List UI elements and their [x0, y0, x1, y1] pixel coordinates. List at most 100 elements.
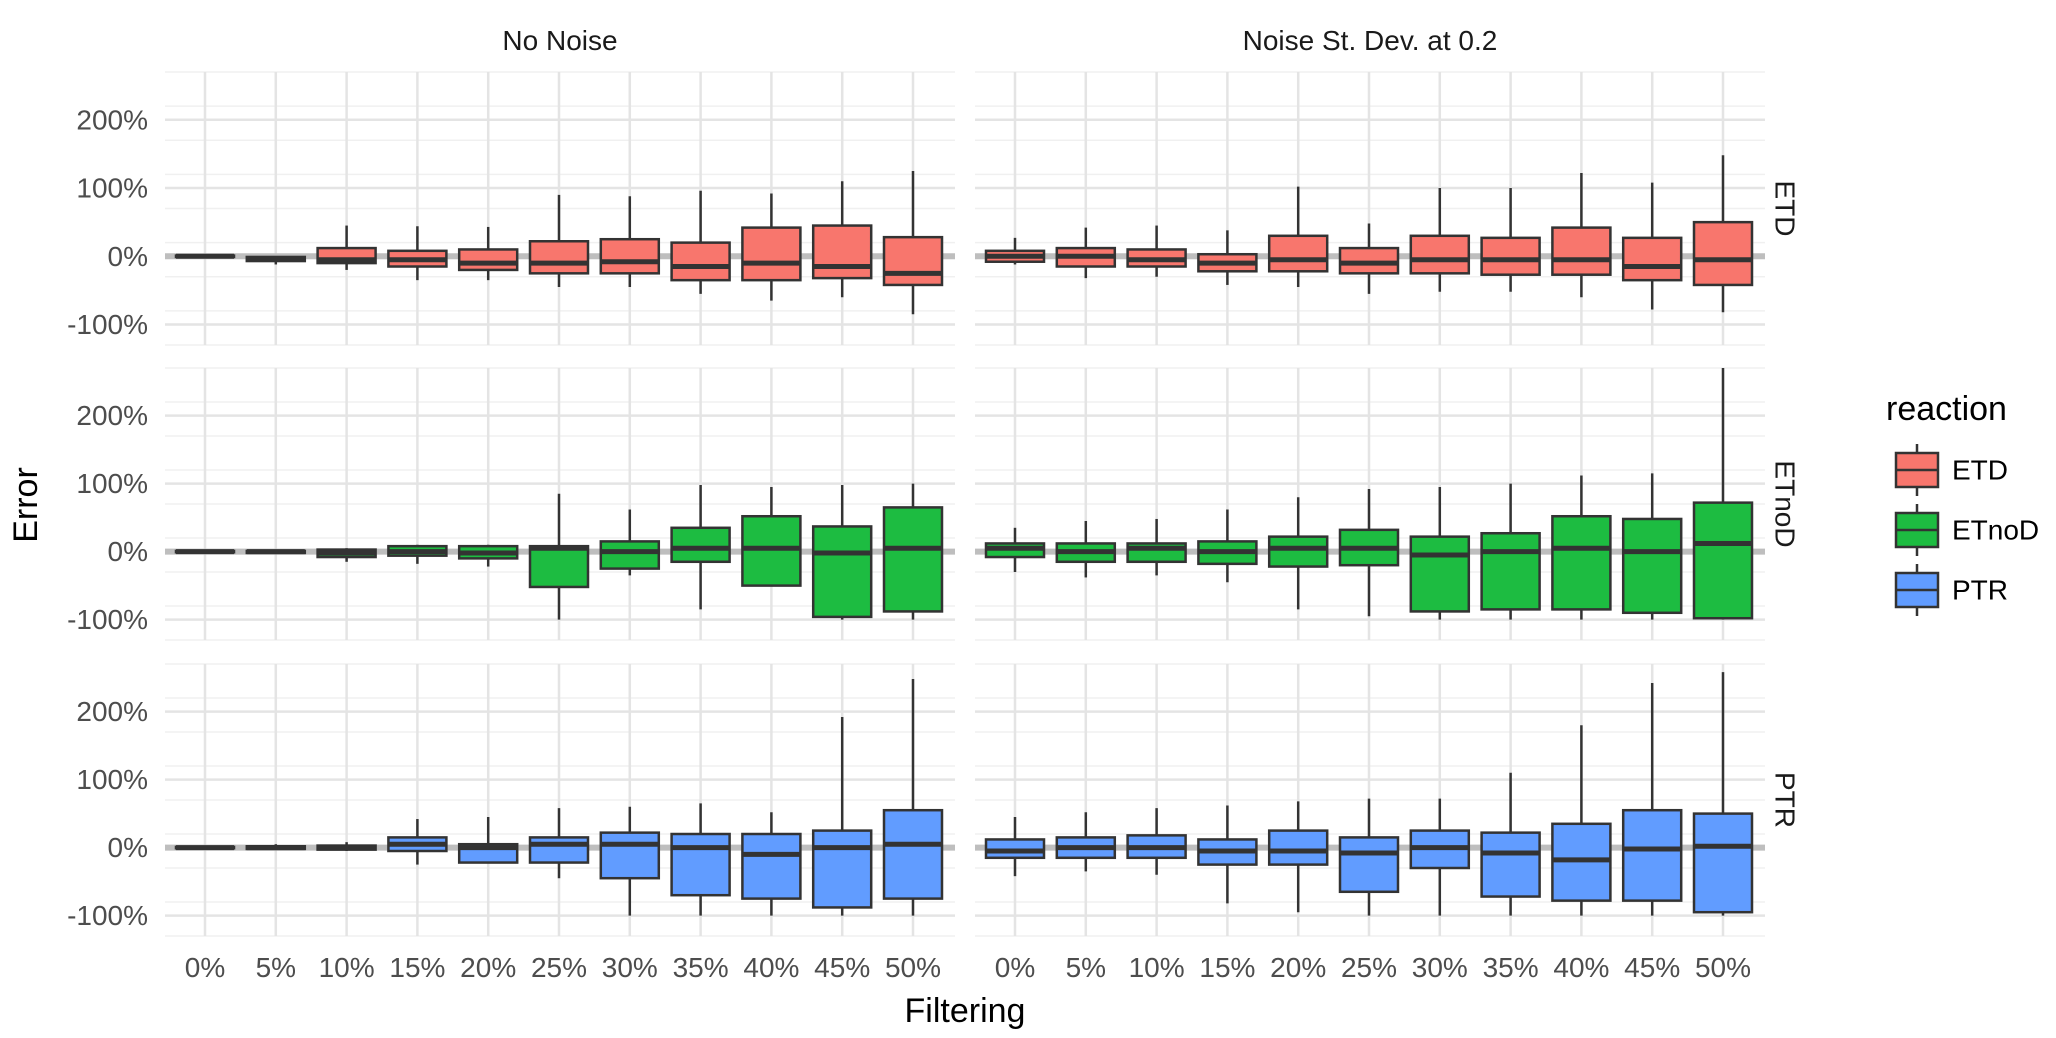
- x-tick-label: 45%: [1624, 952, 1680, 983]
- box-body: [1692, 501, 1754, 620]
- y-tick-label: 0%: [108, 241, 148, 272]
- facet-row-title: PTR: [1770, 772, 1801, 828]
- box-etd-10pct: [1126, 225, 1187, 277]
- legend-item-etnod: ETnoD: [1894, 504, 2039, 556]
- box-ptr-50pct: [1692, 672, 1754, 916]
- box-etd-20pct: [457, 226, 519, 281]
- box-ptr-5pct: [245, 844, 307, 851]
- x-tick-label: 40%: [1553, 952, 1609, 983]
- box-body: [1338, 836, 1400, 894]
- box-body: [1267, 829, 1329, 866]
- x-tick-label: 0%: [995, 952, 1035, 983]
- box-body: [811, 525, 873, 619]
- x-tick-label: 15%: [1199, 952, 1255, 983]
- box-body: [1692, 220, 1754, 287]
- box-etd-35pct: [1480, 188, 1541, 292]
- box-etnod-15pct: [1197, 509, 1258, 583]
- box-etnod-25pct: [528, 493, 590, 620]
- box-series-etd-col2: [984, 155, 1754, 313]
- box-etnod-20pct: [1267, 497, 1329, 610]
- box-etnod-35pct: [670, 484, 731, 610]
- box-series-ptr-col2: [984, 672, 1754, 916]
- box-body: [1480, 236, 1541, 276]
- y-tick-label: 100%: [76, 764, 148, 795]
- box-body: [1409, 535, 1471, 613]
- box-ptr-20pct: [1267, 801, 1329, 913]
- box-body: [741, 832, 802, 900]
- y-tick-label: 200%: [76, 104, 148, 135]
- box-body: [1692, 812, 1754, 914]
- box-body: [741, 226, 802, 282]
- box-etnod-50pct: [1692, 368, 1754, 620]
- box-etnod-35pct: [1480, 483, 1541, 620]
- box-ptr-10pct: [316, 842, 377, 851]
- x-tick-label: 30%: [1412, 952, 1468, 983]
- x-tick-label: 30%: [602, 952, 658, 983]
- box-ptr-40pct: [741, 812, 802, 916]
- box-ptr-35pct: [670, 803, 731, 916]
- box-etnod-5pct: [1055, 521, 1117, 578]
- box-ptr-35pct: [1480, 772, 1541, 916]
- box-body: [1621, 808, 1683, 902]
- legend-item-ptr: PTR: [1894, 564, 2008, 616]
- box-ptr-20pct: [457, 817, 519, 864]
- box-ptr-30pct: [1409, 798, 1471, 916]
- box-ptr-15pct: [1197, 805, 1258, 904]
- y-tick-label: 0%: [108, 832, 148, 863]
- x-tick-label: 50%: [1695, 952, 1751, 983]
- x-tick-label: 15%: [389, 952, 445, 983]
- x-tick-label: 35%: [1483, 952, 1539, 983]
- box-body: [670, 526, 731, 564]
- y-axis-title: Error: [7, 467, 45, 543]
- box-etd-10pct: [316, 225, 377, 270]
- box-etnod-20pct: [457, 544, 519, 567]
- box-ptr-10pct: [1126, 808, 1187, 875]
- box-body: [599, 237, 661, 275]
- facet-column-title: No Noise: [502, 25, 617, 56]
- box-etd-50pct: [1692, 155, 1754, 313]
- box-etd-40pct: [1551, 173, 1612, 298]
- x-tick-label: 10%: [1129, 952, 1185, 983]
- box-etnod-10pct: [1126, 518, 1187, 576]
- facet-row-title: ETD: [1770, 181, 1801, 237]
- box-body: [882, 808, 944, 900]
- x-tick-label: 35%: [673, 952, 729, 983]
- legend-item-etd: ETD: [1894, 444, 2008, 496]
- x-tick-label: 25%: [531, 952, 587, 983]
- legend-label: ETnoD: [1952, 515, 2039, 546]
- box-series-etd-col1: [174, 170, 944, 315]
- box-etd-15pct: [1197, 230, 1258, 285]
- box-etd-0pct: [174, 253, 236, 259]
- facet-panel-etd-col2: [975, 71, 1765, 346]
- box-etd-45pct: [1621, 182, 1683, 310]
- y-tick-label: -100%: [67, 309, 148, 340]
- facet-row-title: ETnoD: [1770, 460, 1801, 547]
- box-body: [882, 235, 944, 287]
- y-tick-label: -100%: [67, 604, 148, 635]
- y-tick-label: 200%: [76, 400, 148, 431]
- box-etd-50pct: [882, 170, 944, 315]
- box-etnod-50pct: [882, 483, 944, 620]
- box-body: [457, 248, 519, 272]
- facet-column-title: Noise St. Dev. at 0.2: [1243, 25, 1498, 56]
- box-body: [1267, 234, 1329, 273]
- y-tick-label: 0%: [108, 536, 148, 567]
- x-tick-label: 0%: [185, 952, 225, 983]
- box-etd-30pct: [1409, 188, 1471, 292]
- y-tick-label: 200%: [76, 696, 148, 727]
- box-series-etnod-col1: [174, 483, 944, 620]
- y-tick-label: -100%: [67, 900, 148, 931]
- box-etd-20pct: [1267, 186, 1329, 287]
- box-etnod-0pct: [984, 527, 1046, 572]
- box-body: [811, 224, 873, 280]
- box-etnod-0pct: [174, 549, 236, 555]
- box-etd-25pct: [1338, 223, 1400, 294]
- box-etnod-40pct: [741, 487, 802, 587]
- box-etnod-10pct: [316, 548, 377, 562]
- box-body: [1480, 531, 1541, 611]
- box-body: [741, 514, 802, 587]
- box-ptr-30pct: [599, 806, 661, 916]
- legend: ETD ETnoD PTR: [1894, 444, 2039, 616]
- box-etnod-5pct: [245, 549, 307, 555]
